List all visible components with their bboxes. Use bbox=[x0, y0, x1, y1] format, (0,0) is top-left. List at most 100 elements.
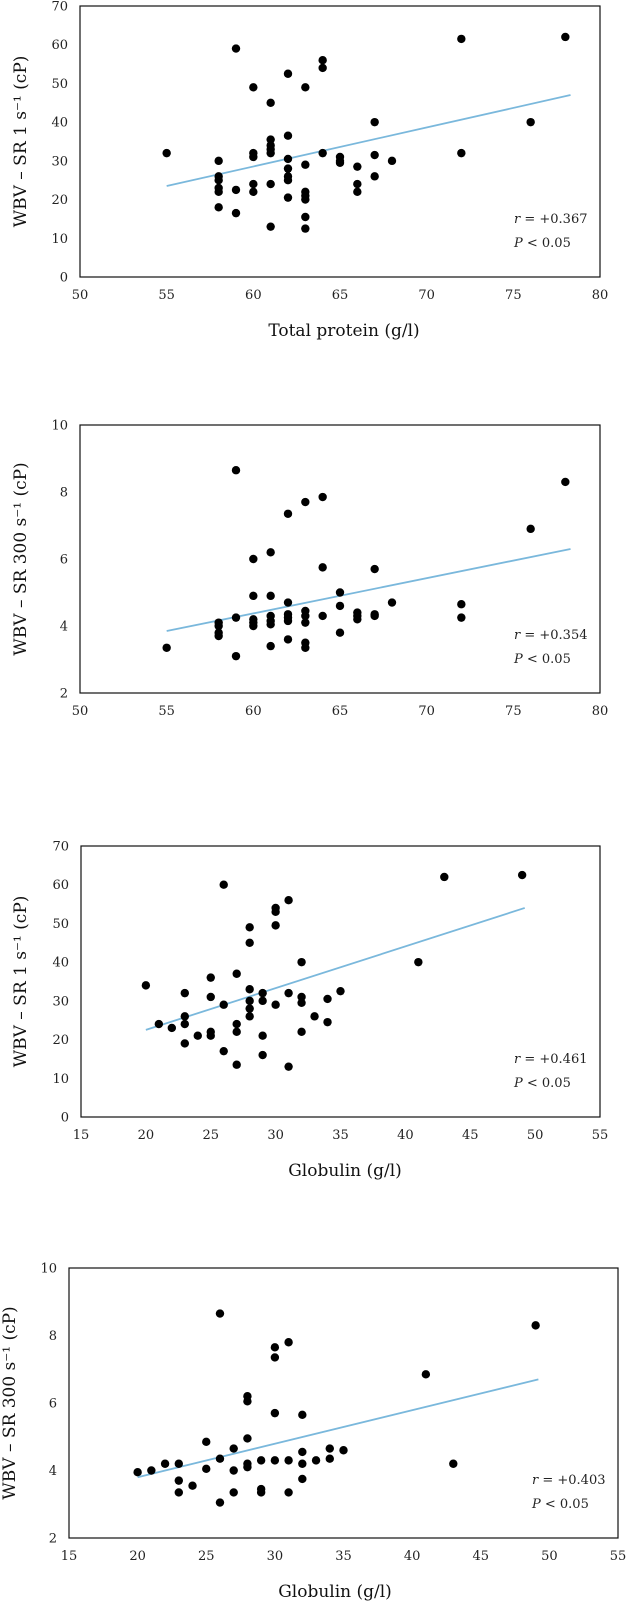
data-point bbox=[449, 1459, 458, 1468]
r-value: = +0.367 bbox=[520, 212, 587, 227]
data-point bbox=[174, 1459, 183, 1468]
data-point bbox=[180, 988, 189, 998]
data-point bbox=[421, 1370, 431, 1379]
x-tick-label: 45 bbox=[472, 1549, 489, 1564]
x-tick-label: 25 bbox=[198, 1549, 215, 1564]
x-tick-label: 50 bbox=[541, 1549, 558, 1564]
data-point bbox=[214, 187, 223, 197]
y-tick-label: 40 bbox=[51, 116, 68, 131]
data-point bbox=[249, 187, 258, 197]
data-point bbox=[245, 923, 254, 932]
r-value-annotation: r = +0.403 bbox=[532, 1473, 606, 1488]
x-tick-label: 40 bbox=[397, 1128, 414, 1143]
y-axis-label: WBV – SR 1 s⁻¹ (cP) bbox=[11, 56, 31, 228]
x-tick-label: 35 bbox=[332, 1128, 349, 1143]
y-tick-label: 10 bbox=[52, 1072, 69, 1087]
data-point bbox=[249, 591, 258, 601]
data-point bbox=[325, 1454, 334, 1463]
y-tick-label: 60 bbox=[52, 878, 69, 893]
chart-1: 50 55 60 65 70 75 80 0 10 20 30 40 50 60 70 Total prote… bbox=[11, 0, 608, 341]
data-point bbox=[249, 179, 258, 189]
y-axis-label: WBV – SR 1 s⁻¹ (cP) bbox=[11, 896, 31, 1068]
data-point bbox=[214, 203, 223, 212]
data-point bbox=[301, 195, 310, 204]
data-point bbox=[229, 1488, 238, 1497]
x-tick-label: 70 bbox=[418, 288, 435, 303]
data-point bbox=[284, 1456, 293, 1465]
data-point bbox=[245, 1012, 254, 1021]
data-point bbox=[229, 1466, 238, 1475]
y-tick-label: 10 bbox=[51, 232, 68, 247]
data-point bbox=[219, 1046, 228, 1056]
data-point bbox=[325, 1444, 334, 1453]
data-point bbox=[256, 1456, 266, 1465]
data-point bbox=[215, 1309, 225, 1318]
x-tick-label: 30 bbox=[267, 1128, 284, 1143]
data-point bbox=[387, 156, 397, 166]
p-value-annotation: P < 0.05 bbox=[513, 236, 571, 251]
x-tick-label: 55 bbox=[610, 1549, 627, 1564]
p-symbol: P bbox=[513, 652, 523, 667]
data-point bbox=[526, 117, 535, 127]
p-symbol: P bbox=[531, 1497, 541, 1512]
data-point bbox=[318, 492, 327, 502]
p-symbol: P bbox=[513, 236, 523, 251]
data-point bbox=[284, 1338, 293, 1347]
chart-3: 15 20 25 30 35 40 45 50 55 0 10 20 30 40 50 60 70 Globuli… bbox=[11, 840, 608, 1182]
data-point bbox=[311, 1456, 321, 1465]
data-point bbox=[270, 1408, 280, 1418]
data-point bbox=[301, 224, 310, 233]
data-point bbox=[457, 148, 466, 158]
data-point bbox=[353, 162, 362, 171]
data-point bbox=[298, 1447, 307, 1457]
data-point bbox=[214, 621, 223, 631]
data-point bbox=[202, 1437, 211, 1447]
data-point bbox=[214, 156, 223, 166]
data-point bbox=[193, 1031, 202, 1040]
data-point bbox=[167, 1023, 177, 1033]
x-tick-label: 55 bbox=[158, 704, 175, 719]
x-tick-label: 15 bbox=[73, 1128, 90, 1143]
data-point bbox=[283, 635, 293, 644]
data-point bbox=[258, 1031, 267, 1040]
y-tick-label: 30 bbox=[51, 154, 68, 169]
x-tick-label: 65 bbox=[332, 704, 349, 719]
data-point bbox=[188, 1481, 197, 1490]
r-value: = +0.354 bbox=[520, 628, 587, 643]
p-value: < 0.05 bbox=[541, 1497, 589, 1512]
data-point bbox=[245, 985, 254, 994]
p-value-annotation: P < 0.05 bbox=[531, 1497, 589, 1512]
data-point bbox=[266, 641, 275, 651]
data-point bbox=[387, 598, 397, 607]
data-point bbox=[160, 1459, 170, 1468]
x-axis-label: Globulin (g/l) bbox=[278, 1582, 392, 1602]
data-point bbox=[162, 643, 171, 652]
data-point bbox=[214, 176, 223, 185]
data-point bbox=[266, 135, 275, 144]
data-point bbox=[258, 988, 267, 998]
y-tick-label: 50 bbox=[51, 77, 68, 92]
data-point bbox=[215, 1498, 225, 1507]
data-point bbox=[245, 996, 254, 1006]
trend-line bbox=[166, 94, 571, 187]
p-value: < 0.05 bbox=[523, 652, 571, 667]
data-point bbox=[283, 164, 293, 173]
r-value-annotation: r = +0.354 bbox=[514, 628, 588, 643]
data-point bbox=[301, 497, 310, 507]
x-tick-label: 75 bbox=[505, 288, 522, 303]
r-value: = +0.403 bbox=[538, 1473, 605, 1488]
data-point bbox=[457, 613, 466, 622]
trend-line bbox=[166, 548, 571, 632]
data-point bbox=[318, 563, 327, 572]
data-point bbox=[283, 69, 293, 78]
x-tick-label: 70 bbox=[418, 704, 435, 719]
r-symbol: r bbox=[514, 1052, 521, 1067]
x-tick-label: 30 bbox=[267, 1549, 284, 1564]
data-point bbox=[298, 1474, 307, 1484]
x-tick-label: 60 bbox=[245, 704, 262, 719]
x-tick-label: 75 bbox=[505, 704, 522, 719]
data-point bbox=[249, 83, 258, 92]
data-point bbox=[202, 1464, 211, 1474]
x-tick-label: 55 bbox=[592, 1128, 609, 1143]
x-tick-label: 25 bbox=[202, 1128, 219, 1143]
